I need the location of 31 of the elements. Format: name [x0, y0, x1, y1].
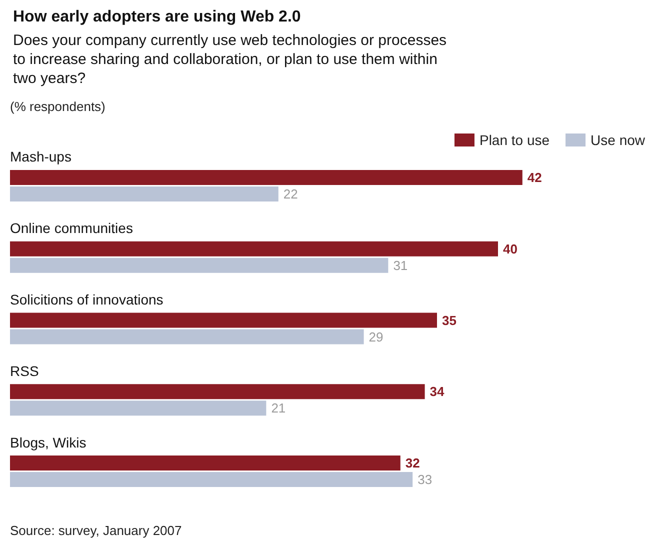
data-label: 29: [368, 329, 384, 344]
data-label: 32: [405, 456, 420, 471]
bar: [10, 329, 364, 344]
data-label: 22: [283, 186, 298, 202]
bar: [10, 258, 388, 273]
bar: [10, 312, 437, 328]
legend-label: Plan to use: [479, 132, 550, 148]
chart-subtitle: Does your company currently use web technologies or processes to increase sharing and collaboration, or plan to use them within two years?: [13, 32, 447, 87]
bar: [10, 186, 278, 202]
data-label: 34: [430, 384, 446, 400]
data-label: 40: [503, 241, 518, 256]
text: (% respondents): [10, 99, 106, 114]
bar: [10, 384, 425, 400]
data-label: 35: [442, 312, 456, 328]
data-label: 33: [418, 472, 432, 488]
y-tick-label: Blogs, Wikis: [10, 434, 86, 450]
bar: [10, 472, 413, 488]
bar: [10, 170, 522, 185]
legend-label: Use now: [590, 132, 646, 148]
bar: [10, 400, 266, 416]
y-tick-label: Solicitions of innovations: [10, 292, 164, 308]
bar: [10, 456, 400, 471]
data-label: 42: [527, 170, 542, 185]
data-label: 31: [393, 258, 408, 273]
y-tick-label: Online communities: [10, 220, 133, 236]
source-note: Source: survey, January 2007: [10, 523, 182, 538]
chart-title: How early adopters are using Web 2.0: [13, 8, 301, 26]
y-tick-label: RSS: [10, 362, 39, 379]
y-tick-label: Mash-ups: [10, 148, 72, 165]
bar: [10, 241, 498, 256]
data-label: 21: [271, 400, 286, 416]
